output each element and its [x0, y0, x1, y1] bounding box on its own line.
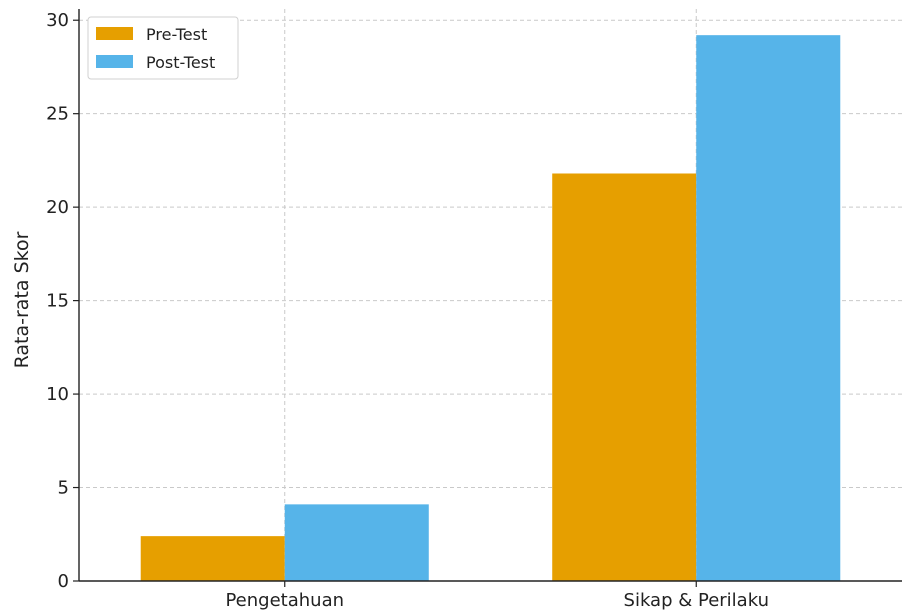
y-tick-label: 25: [46, 104, 69, 125]
x-tick-label: Sikap & Perilaku: [624, 590, 769, 610]
y-tick-label: 10: [46, 384, 69, 405]
legend-swatch: [96, 55, 133, 68]
x-tick-label: Pengetahuan: [225, 590, 344, 610]
legend-swatch: [96, 27, 133, 40]
legend-label: Pre-Test: [146, 25, 207, 44]
bar-post-test-pengetahuan: [284, 504, 429, 581]
labels-layer: 0 5 10 15 20 25 30 Pengetahuan Sikap & Perilaku: [46, 10, 769, 610]
y-axis-title: Rata-rata Skor: [11, 231, 33, 368]
legend: Pre-Test Post-Test: [87, 16, 239, 80]
legend-label: Post-Test: [146, 53, 215, 72]
bar-post-test-sikap-perilaku: [696, 35, 841, 582]
y-tick-label: 15: [46, 291, 69, 312]
bar-pre-test-pengetahuan: [140, 536, 285, 581]
y-tick-label: 30: [46, 10, 69, 31]
y-tick-label: 0: [58, 571, 69, 592]
axes-layer: [73, 9, 902, 587]
bar-pre-test-sikap-perilaku: [552, 173, 697, 581]
y-tick-label: 20: [46, 197, 69, 218]
bars-layer: [140, 35, 841, 582]
y-tick-label: 5: [58, 478, 69, 499]
